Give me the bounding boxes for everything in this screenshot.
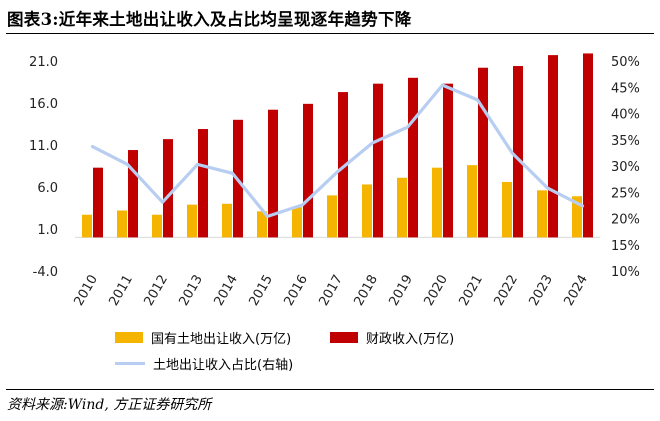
bar-fiscal-revenue [443, 83, 453, 238]
x-tick-label: 2013 [176, 273, 206, 309]
right-tick-label: 40% [611, 108, 640, 123]
bar-fiscal-revenue [268, 109, 278, 238]
left-tick-label: -4.0 [33, 265, 58, 280]
right-tick-label: 35% [611, 134, 640, 149]
line-land-share [90, 83, 585, 218]
combo-chart: 21.0 16.0 11.0 6.0 1.0 -4.0 50% 45% 40% 35% 30% 25… [29, 53, 640, 309]
legend-label-share: 土地出让收入占比(右轴) [153, 358, 294, 373]
x-tick-label: 2022 [491, 273, 521, 309]
bar-fiscal-revenue [163, 139, 173, 238]
bar-fiscal-revenue [373, 83, 383, 238]
bar-fiscal-revenue [303, 103, 313, 238]
bar-land-revenue [502, 181, 512, 238]
source-divider [6, 389, 654, 390]
right-tick-label: 30% [611, 160, 640, 175]
right-axis-ticks: 50% 45% 40% 35% 30% 25% 20% 15% 10% [611, 55, 640, 280]
left-tick-label: 1.0 [37, 223, 58, 238]
bar-fiscal-revenue [583, 53, 593, 238]
legend-item-fiscal-revenue: 财政收入(万亿) [330, 328, 454, 347]
bar-land-revenue [117, 210, 127, 238]
bar-land-revenue [152, 214, 162, 238]
x-tick-label: 2016 [281, 273, 311, 309]
left-tick-label: 11.0 [29, 139, 58, 154]
bar-land-revenue [292, 207, 302, 238]
bar-land-revenue [572, 196, 582, 238]
x-tick-label: 2014 [211, 273, 241, 309]
x-tick-label: 2024 [561, 273, 591, 309]
bar-fiscal-revenue [338, 92, 348, 238]
x-axis-labels: 2010 2011 2012 2013 2014 2015 2016 2017 2018 2019… [71, 273, 591, 309]
bar-land-revenue [327, 195, 337, 238]
source-note: 资料来源:Wind, 方正证券研究所 [7, 397, 212, 413]
bar-fiscal-revenue [93, 167, 103, 238]
x-tick-label: 2023 [526, 273, 556, 309]
bar-land-revenue [432, 167, 442, 238]
legend-label-land-revenue: 国有土地出让收入(万亿) [151, 332, 292, 347]
left-tick-label: 21.0 [29, 55, 58, 70]
x-tick-label: 2018 [351, 273, 381, 309]
bar-fiscal-revenue [128, 150, 138, 238]
x-tick-label: 2012 [141, 273, 171, 309]
bar-land-revenue [362, 184, 372, 238]
bar-land-revenue [82, 214, 92, 238]
left-tick-label: 16.0 [29, 97, 58, 112]
x-tick-label: 2010 [71, 273, 101, 309]
left-tick-label: 6.0 [37, 181, 58, 196]
legend-item-share: 土地出让收入占比(右轴) [115, 354, 293, 373]
bar-land-revenue [397, 177, 407, 238]
bar-fiscal-revenue [513, 66, 523, 238]
bar-series [82, 53, 593, 238]
legend-swatch-land-revenue [115, 332, 143, 343]
legend-swatch-fiscal-revenue [330, 332, 358, 343]
right-tick-label: 45% [611, 81, 640, 96]
x-tick-label: 2015 [246, 273, 276, 309]
share-line-series [90, 83, 585, 218]
bar-land-revenue [222, 203, 232, 238]
right-tick-label: 20% [611, 213, 640, 228]
chart-title: 图表3:近年来土地出让收入及占比均呈现逐年趋势下降 [7, 10, 412, 29]
bar-fiscal-revenue [198, 129, 208, 238]
bar-land-revenue [467, 165, 477, 238]
bar-fiscal-revenue [478, 67, 488, 238]
bar-land-revenue [257, 211, 267, 238]
right-tick-label: 50% [611, 55, 640, 70]
x-tick-label: 2021 [456, 273, 486, 309]
bar-land-revenue [537, 190, 547, 238]
left-axis-ticks: 21.0 16.0 11.0 6.0 1.0 -4.0 [29, 55, 58, 280]
right-tick-label: 25% [611, 186, 640, 201]
legend-swatch-share [115, 362, 145, 365]
legend-item-land-revenue: 国有土地出让收入(万亿) [115, 328, 291, 347]
x-tick-label: 2011 [106, 273, 136, 309]
right-tick-label: 10% [611, 265, 640, 280]
title-divider [6, 33, 654, 34]
x-tick-label: 2019 [386, 273, 416, 309]
bar-fiscal-revenue [548, 55, 558, 238]
x-tick-label: 2020 [421, 273, 451, 309]
bar-fiscal-revenue [408, 77, 418, 238]
bar-land-revenue [187, 204, 197, 238]
legend-label-fiscal-revenue: 财政收入(万亿) [366, 332, 455, 347]
x-tick-label: 2017 [316, 273, 346, 309]
right-tick-label: 15% [611, 239, 640, 254]
